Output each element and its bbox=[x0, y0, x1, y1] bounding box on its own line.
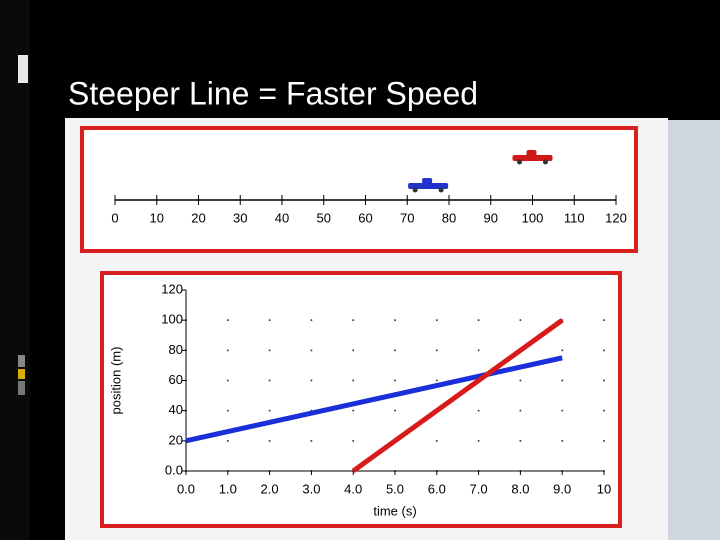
x-tick-label: 4.0 bbox=[344, 481, 362, 496]
y-tick-label: 0.0 bbox=[165, 462, 183, 477]
x-tick-label: 10 bbox=[597, 481, 611, 496]
x-tick-label: 3.0 bbox=[302, 481, 320, 496]
y-tick-label: 40 bbox=[169, 402, 183, 417]
left-strip bbox=[0, 0, 30, 540]
car bbox=[408, 178, 449, 193]
x-tick-label: 1.0 bbox=[219, 481, 237, 496]
series-line bbox=[185, 355, 563, 444]
car-part bbox=[412, 187, 418, 193]
graph-box bbox=[100, 271, 622, 528]
x-tick-label: 8.0 bbox=[511, 481, 529, 496]
x-tick-label: 0.0 bbox=[177, 481, 195, 496]
x-tick-label: 70 bbox=[400, 210, 414, 225]
x-tick-label: 40 bbox=[275, 210, 289, 225]
x-tick-label: 7.0 bbox=[470, 481, 488, 496]
x-tick-label: 90 bbox=[484, 210, 498, 225]
x-tick-label: 30 bbox=[233, 210, 247, 225]
x-tick-label: 60 bbox=[358, 210, 372, 225]
car-part bbox=[512, 155, 553, 161]
x-tick-label: 0 bbox=[111, 210, 118, 225]
series-line bbox=[351, 318, 564, 474]
x-tick-label: 50 bbox=[317, 210, 331, 225]
car-part bbox=[526, 150, 537, 156]
car-part bbox=[422, 178, 433, 184]
number-line-box bbox=[80, 126, 638, 253]
x-tick-label: 120 bbox=[605, 210, 627, 225]
y-axis-label: position (m) bbox=[108, 347, 123, 415]
y-tick-label: 120 bbox=[161, 281, 183, 296]
car-part bbox=[408, 183, 449, 189]
deco bbox=[18, 369, 25, 379]
car-part bbox=[543, 159, 548, 165]
x-tick-label: 10 bbox=[150, 210, 164, 225]
x-tick-label: 6.0 bbox=[428, 481, 446, 496]
x-tick-label: 110 bbox=[564, 210, 585, 225]
y-tick-label: 20 bbox=[169, 432, 183, 447]
x-tick-label: 2.0 bbox=[261, 481, 279, 496]
car-part bbox=[438, 187, 444, 193]
x-tick-label: 100 bbox=[522, 210, 544, 225]
x-axis-label: time (s) bbox=[373, 503, 416, 518]
x-tick-label: 20 bbox=[191, 210, 205, 225]
x-tick-label: 80 bbox=[442, 210, 456, 225]
background-image-edge bbox=[668, 120, 720, 540]
slide-title: Steeper Line = Faster Speed bbox=[68, 75, 478, 111]
car bbox=[512, 150, 553, 165]
x-tick-label: 5.0 bbox=[386, 481, 404, 496]
bullet-marker bbox=[18, 55, 28, 83]
y-tick-label: 60 bbox=[169, 372, 183, 387]
y-tick-label: 80 bbox=[169, 342, 183, 357]
y-tick-label: 100 bbox=[161, 312, 183, 327]
deco bbox=[18, 381, 25, 395]
x-tick-label: 9.0 bbox=[553, 481, 571, 496]
car-part bbox=[517, 159, 522, 165]
deco bbox=[18, 355, 25, 367]
